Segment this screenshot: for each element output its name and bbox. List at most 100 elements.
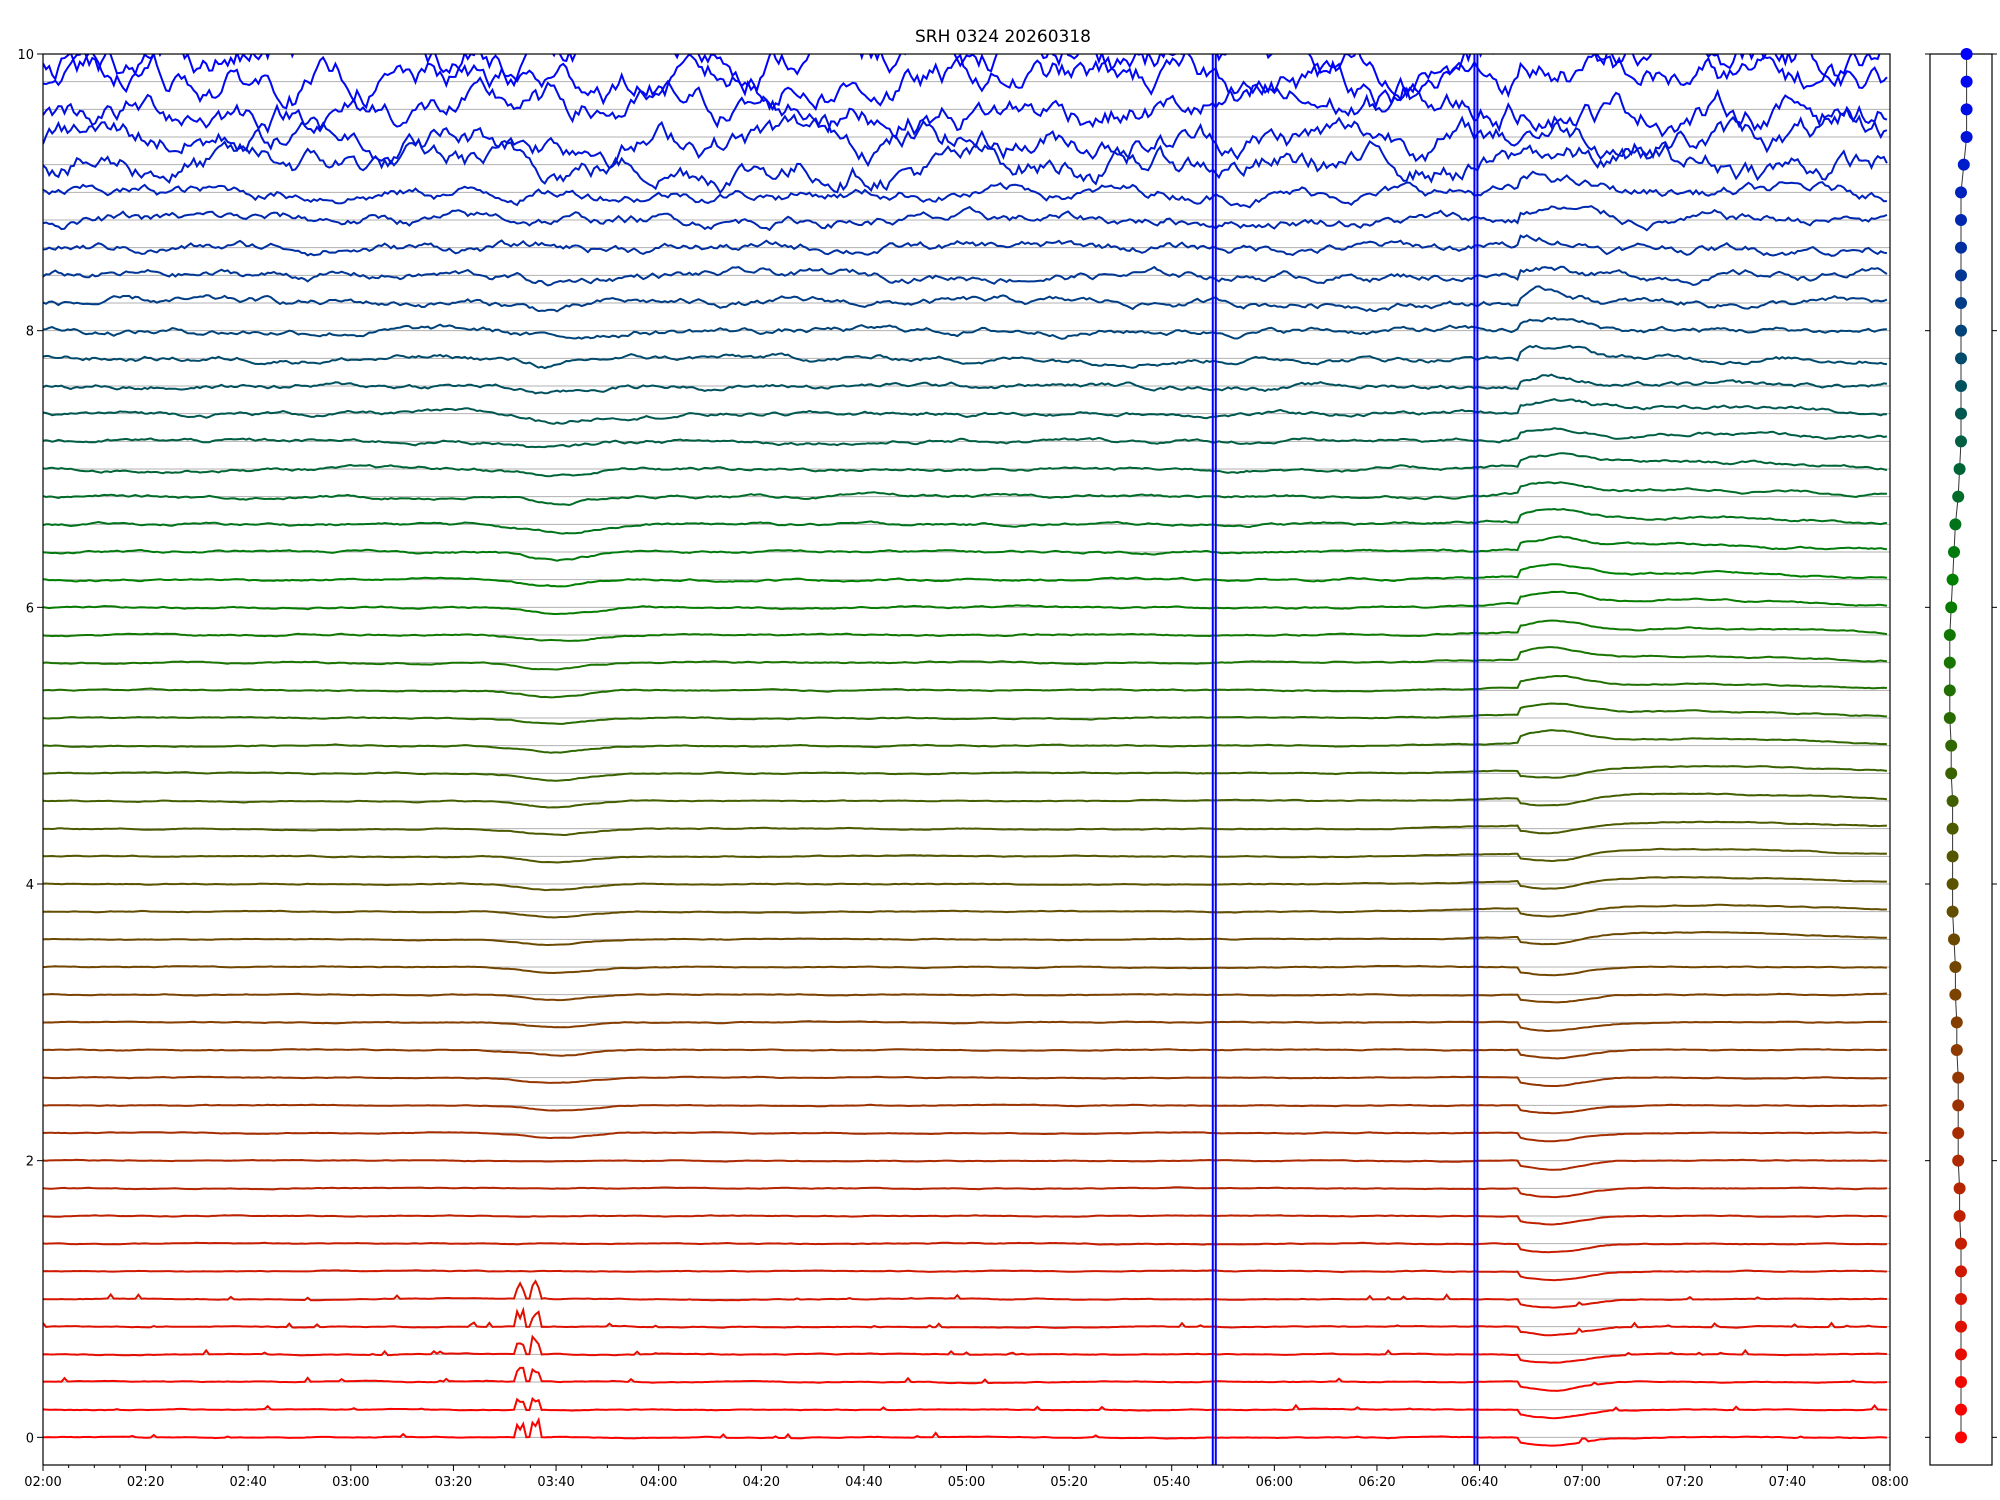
trace-line (43, 1103, 1887, 1115)
side-axes (1925, 48, 1997, 1466)
side-point (1950, 1016, 1963, 1029)
trace-line (43, 1269, 1887, 1282)
side-point (1953, 1182, 1966, 1195)
side-point (1946, 878, 1959, 890)
side-point (1955, 352, 1967, 365)
side-point (1943, 712, 1956, 724)
side-point (1955, 1403, 1967, 1416)
x-tick-label: 02:40 (229, 1475, 266, 1490)
y-tick-label: 0 (26, 1431, 34, 1446)
side-point (1955, 1265, 1967, 1278)
trace-line (43, 54, 1888, 112)
trace-line (43, 992, 1887, 1004)
trace-line (43, 452, 1888, 478)
side-point (1952, 490, 1965, 503)
trace-line (43, 1020, 1887, 1033)
side-point (1949, 518, 1962, 531)
side-point (1955, 435, 1967, 448)
trace-line (43, 1186, 1887, 1199)
main-axes: 02:00 02:20 02:40 03:00 03:20 03:40 04:00 04:20… (17, 48, 1908, 1490)
trace-line (43, 1241, 1887, 1254)
trace-line (43, 76, 1888, 140)
trace-line (43, 903, 1887, 919)
x-tick-label: 06:00 (1256, 1475, 1293, 1490)
trace-line (43, 590, 1888, 615)
trace-line (43, 265, 1888, 287)
trace-line (43, 702, 1887, 725)
side-point (1955, 241, 1967, 254)
x-tick-label: 04:00 (640, 1475, 677, 1490)
side-point (1953, 463, 1966, 475)
y-tick-label: 6 (26, 601, 34, 616)
chart-title: SRH 0324 20260318 (915, 27, 1091, 47)
trace-line (43, 54, 1881, 102)
trace-line (43, 427, 1888, 449)
trace-line (43, 1334, 1887, 1364)
trace-line (43, 1048, 1887, 1060)
trace-line (43, 1396, 1887, 1420)
x-tick-label: 07:00 (1563, 1475, 1600, 1490)
trace-line (43, 373, 1887, 395)
x-tick-label: 06:20 (1358, 1475, 1395, 1490)
side-point (1946, 795, 1959, 807)
side-point (1949, 988, 1962, 1001)
trace-line (43, 344, 1887, 370)
trace-line (43, 481, 1887, 507)
trace-line (43, 507, 1888, 535)
trace-line (43, 619, 1888, 642)
x-tick-label: 05:40 (1153, 1475, 1190, 1490)
side-point (1948, 546, 1960, 558)
side-point (1955, 1376, 1967, 1388)
x-tick-label: 05:20 (1050, 1475, 1087, 1490)
y-tick-label: 4 (26, 878, 34, 893)
side-point (1955, 324, 1967, 337)
trace-line (43, 205, 1888, 232)
x-tick-label: 05:00 (948, 1475, 985, 1490)
side-point (1955, 186, 1967, 199)
side-point (1948, 933, 1960, 946)
side-point (1952, 1071, 1965, 1084)
side-point (1945, 739, 1958, 752)
trace-line (43, 1279, 1887, 1309)
trace-line (43, 398, 1887, 425)
y-tick-label: 10 (17, 48, 34, 63)
trace-line (43, 535, 1888, 562)
trace-line (43, 847, 1887, 864)
trace-line (43, 930, 1887, 947)
side-point (1960, 48, 1973, 60)
trace-line (43, 285, 1888, 313)
trace-line (43, 646, 1887, 671)
trace-line (43, 1075, 1887, 1087)
trace-line (43, 964, 1887, 977)
trace-line (43, 1306, 1887, 1337)
trace-line (43, 316, 1887, 340)
x-tick-label: 03:20 (435, 1475, 472, 1490)
side-point (1957, 158, 1970, 171)
side-point (1955, 407, 1967, 420)
side-point (1955, 269, 1967, 282)
x-tick-label: 02:20 (127, 1475, 164, 1490)
side-point (1955, 380, 1967, 392)
trace-line (43, 1366, 1887, 1392)
side-point (1955, 1348, 1967, 1361)
trace-line (43, 563, 1888, 588)
x-tick-label: 06:40 (1461, 1475, 1498, 1490)
trace-line (43, 729, 1887, 754)
side-point (1945, 601, 1958, 614)
side-point (1955, 1320, 1967, 1333)
x-tick-label: 07:40 (1769, 1475, 1806, 1490)
trace-line (43, 875, 1887, 892)
trace-line (43, 1416, 1887, 1447)
traces (43, 54, 1888, 1465)
x-tick-label: 07:20 (1666, 1475, 1703, 1490)
trace-line (43, 820, 1887, 836)
side-point (1955, 1293, 1967, 1305)
y-tick-label: 2 (26, 1155, 34, 1170)
side-point (1946, 573, 1959, 586)
trace-line (43, 234, 1888, 257)
side-point (1952, 1099, 1965, 1112)
trace-line (43, 792, 1887, 809)
side-point (1950, 1044, 1963, 1056)
trace-line (43, 1158, 1887, 1171)
